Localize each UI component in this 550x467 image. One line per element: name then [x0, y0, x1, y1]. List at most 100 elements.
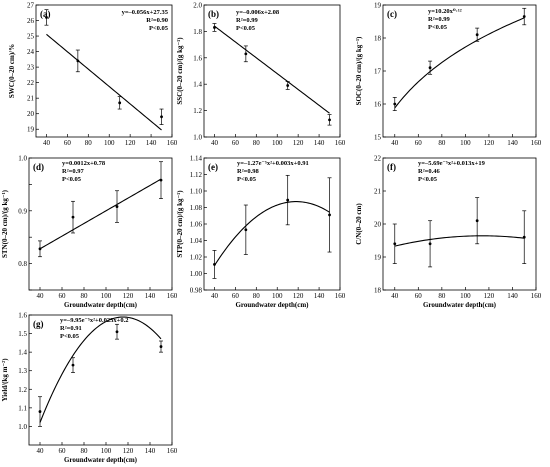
fit-equation-line: R²=0.99 — [236, 17, 258, 24]
y-tick-label: 1.2 — [193, 107, 202, 115]
y-tick-label: 1.4 — [193, 81, 202, 89]
fit-equation-line: y=–1.27e⁻⁵x²+0.003x+0.91 — [237, 160, 309, 167]
y-tick-label: 1.4 — [18, 349, 27, 357]
y-tick-label: 1.10 — [190, 188, 203, 196]
x-tick-label: 140 — [146, 139, 157, 147]
data-point — [393, 242, 397, 246]
y-tick-label: 16 — [374, 101, 382, 109]
y-tick-label: 15 — [374, 134, 382, 142]
y-tick-label: 18 — [374, 287, 382, 295]
fit-equation-line: R²=0.46 — [418, 168, 440, 175]
x-tick-label: 140 — [507, 139, 518, 147]
fit-line — [213, 201, 330, 266]
panel-label: (g) — [33, 319, 44, 329]
x-tick-label: 140 — [314, 139, 325, 147]
y-tick-label: 20 — [374, 221, 382, 229]
data-point — [76, 59, 80, 63]
fit-line — [39, 316, 162, 423]
x-tick-label: 100 — [101, 447, 112, 455]
y-axis-label: SOC(0–20 cm)/(g kg⁻¹) — [355, 36, 363, 105]
data-point — [475, 219, 479, 223]
data-point — [475, 33, 479, 37]
data-point — [159, 345, 163, 348]
y-axis-label: Yield/(kg m⁻²) — [1, 358, 9, 402]
y-tick-label: 24 — [27, 48, 35, 56]
x-tick-label: 60 — [232, 139, 240, 147]
y-axis-label: SSC(0–20 cm)/(g kg⁻¹) — [176, 37, 184, 105]
fit-equation-line: P<0.05 — [60, 333, 80, 340]
plot-frame — [382, 4, 537, 138]
y-tick-label: 1.8 — [193, 28, 202, 36]
data-point — [522, 15, 526, 18]
y-tick-label: 1.08 — [190, 204, 203, 212]
x-tick-label: 120 — [123, 447, 134, 455]
x-tick-label: 40 — [37, 447, 45, 455]
x-tick-label: 100 — [272, 292, 283, 300]
data-point — [213, 263, 216, 266]
y-tick-label: 19 — [374, 2, 382, 10]
x-tick-label: 80 — [81, 447, 89, 455]
fit-line — [214, 25, 330, 114]
y-tick-label: 18 — [374, 35, 382, 43]
panel-g: 40 60 80 100 120 140 160 1.0 1.1 1.2 1.3 1.4 1.5 1.6 (… — [1, 312, 178, 465]
data-point — [115, 330, 119, 334]
y-tick-label: 1.6 — [193, 54, 202, 62]
fit-equation-line: y=–9.95e⁻⁵x²+0.023x+0.2 — [60, 317, 128, 324]
data-point — [244, 228, 248, 232]
y-tick-label: 21 — [374, 188, 382, 196]
data-point — [393, 102, 397, 106]
x-tick-label: 80 — [85, 139, 93, 147]
y-tick-label: 1.02 — [190, 254, 203, 262]
x-tick-label: 80 — [438, 139, 446, 147]
panel-label: (f) — [387, 162, 396, 172]
plot-frame — [35, 4, 173, 138]
data-point — [428, 242, 432, 246]
x-axis-label: Groundwater depth(cm) — [64, 301, 138, 309]
plot-frame — [203, 4, 341, 138]
data-point — [522, 235, 526, 239]
fit-equation-line: P<0.05 — [428, 24, 448, 31]
x-tick-label: 40 — [37, 292, 45, 300]
fit-line — [394, 235, 525, 247]
x-tick-label: 60 — [232, 292, 240, 300]
x-tick-label: 80 — [253, 292, 261, 300]
y-tick-label: 20 — [27, 110, 35, 118]
y-tick-label: 22 — [27, 79, 35, 87]
x-tick-label: 100 — [104, 139, 115, 147]
panel-b: 40 60 80 100 120 140 160 1.0 1.2 1.4 1.6 1.8 2.0 (b) y… — [176, 2, 346, 148]
data-point — [115, 205, 119, 208]
fit-equation-line: R²=0.91 — [60, 325, 82, 332]
panel-label: (d) — [33, 162, 44, 172]
data-point — [286, 84, 290, 87]
x-tick-label: 140 — [314, 292, 325, 300]
fit-equation-line: R²=0.97 — [62, 168, 84, 175]
panel-f: 40 60 80 100 120 140 160 18 19 20 21 22 (f) y=–5.69e⁻… — [355, 155, 542, 310]
data-point — [213, 26, 216, 29]
fit-equation-line: P<0.05 — [149, 25, 169, 32]
y-axis-label: STP(0–20 cm)/(g kg⁻¹) — [176, 190, 184, 258]
x-tick-label: 140 — [145, 447, 156, 455]
x-axis-label: Groundwater depth(cm) — [64, 456, 138, 464]
y-tick-label: 1.00 — [190, 270, 203, 278]
x-tick-label: 100 — [460, 292, 471, 300]
x-tick-label: 100 — [101, 292, 112, 300]
fit-equation-line: P<0.05 — [62, 176, 82, 183]
fit-equation-line: P<0.05 — [237, 176, 257, 183]
y-axis-label: STN(0–20 cm)/(g kg⁻¹) — [1, 189, 9, 258]
panel-c: 40 60 80 100 120 140 160 15 16 17 18 19 (c) y=10.20x⁰… — [355, 2, 542, 148]
x-tick-label: 140 — [507, 292, 518, 300]
x-tick-label: 40 — [211, 292, 219, 300]
plot-frame — [28, 314, 173, 446]
fit-equation-line: y=10.20x⁰·¹² — [428, 8, 462, 15]
data-point — [118, 101, 122, 105]
x-tick-label: 160 — [167, 447, 178, 455]
data-point — [71, 215, 75, 219]
fit-equation-line: P<0.05 — [418, 176, 438, 183]
x-tick-label: 40 — [43, 139, 51, 147]
x-tick-label: 100 — [272, 139, 283, 147]
fit-equation-line: y=–0.006x+2.08 — [236, 9, 280, 16]
y-axis-label: SWC(0–20 cm)/% — [8, 44, 16, 98]
y-tick-label: 2.0 — [193, 2, 202, 10]
y-tick-label: 19 — [27, 126, 35, 134]
y-tick-label: 1.3 — [18, 367, 27, 375]
